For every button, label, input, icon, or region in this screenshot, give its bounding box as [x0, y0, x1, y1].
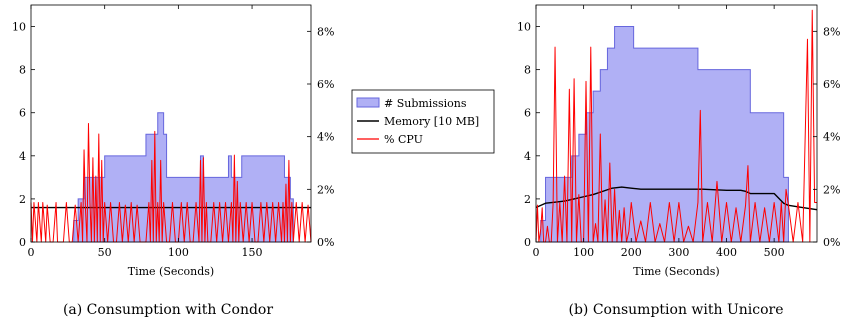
- y-left-tick-label: 6: [19, 107, 26, 120]
- memory-line-unicore: [535, 186, 818, 211]
- plot-frame-condor: [30, 4, 312, 243]
- legend-label-memory: Memory [10 MB]: [384, 115, 479, 128]
- y-right-tick-label: 4%: [823, 131, 840, 144]
- plot-frame-unicore: [535, 4, 818, 243]
- x-tick-label: 50: [98, 246, 112, 259]
- y-left-tick-label: 0: [524, 236, 531, 249]
- y-left-tick-label: 4: [524, 150, 531, 163]
- x-tick-label: 150: [242, 246, 263, 259]
- x-ticks-unicore: 0 100 200 300 400 500: [533, 5, 785, 259]
- cpu-polyline: [30, 123, 312, 243]
- y-left-tick-label: 8: [524, 64, 531, 77]
- y-left-tick-label: 2: [524, 193, 531, 206]
- legend-swatch-submissions: [356, 97, 380, 108]
- x-tick-label: 200: [621, 246, 642, 259]
- caption-condor: (a) Consumption with Condor: [63, 302, 273, 318]
- legend-label-submissions: # Submissions: [384, 97, 467, 110]
- x-tick-label: 400: [716, 246, 737, 259]
- cpu-line-condor: [30, 123, 312, 243]
- legend-label-cpu: % CPU: [384, 133, 423, 146]
- panel-condor: 0 50 100 150 0 2 4 6 8 10 0% 2% 4% 6% 8% Time (Secon…: [12, 4, 334, 278]
- y-right-tick-label: 2%: [317, 183, 334, 196]
- y-left-tick-label: 2: [19, 193, 26, 206]
- y-right-tick-label: 0%: [317, 236, 334, 249]
- y-right-ticks-condor: 0% 2% 4% 6% 8%: [307, 25, 334, 249]
- y-left-tick-label: 8: [19, 64, 26, 77]
- x-tick-label: 500: [764, 246, 785, 259]
- legend: # Submissions Memory [10 MB] % CPU: [351, 89, 495, 154]
- y-left-tick-label: 4: [19, 150, 26, 163]
- caption-unicore: (b) Consumption with Unicore: [568, 302, 783, 318]
- panel-unicore: 0 100 200 300 400 500 0 2 4 6 8 10 0% 2% 4% 6% 8% Time…: [517, 4, 840, 278]
- y-right-tick-label: 8%: [823, 25, 840, 38]
- y-right-ticks-unicore: 0% 2% 4% 6% 8%: [813, 25, 840, 249]
- x-tick-label: 300: [668, 246, 689, 259]
- memory-polyline: [535, 186, 818, 211]
- y-left-tick-label: 10: [517, 21, 531, 34]
- x-tick-label: 100: [573, 246, 594, 259]
- x-tick-label: 0: [28, 246, 35, 259]
- x-axis-label-condor: Time (Seconds): [128, 265, 214, 278]
- y-left-ticks-condor: 0 2 4 6 8 10: [12, 21, 35, 249]
- x-ticks-condor: 0 50 100 150: [28, 5, 263, 259]
- y-left-ticks-unicore: 0 2 4 6 8 10: [517, 21, 540, 249]
- y-right-tick-label: 8%: [317, 25, 334, 38]
- x-tick-label: 100: [168, 246, 189, 259]
- y-left-tick-label: 10: [12, 21, 26, 34]
- y-left-tick-label: 0: [19, 236, 26, 249]
- x-tick-label: 0: [533, 246, 540, 259]
- y-right-tick-label: 0%: [823, 236, 840, 249]
- y-right-tick-label: 4%: [317, 131, 334, 144]
- y-right-tick-label: 2%: [823, 183, 840, 196]
- y-right-tick-label: 6%: [823, 78, 840, 91]
- y-right-tick-label: 6%: [317, 78, 334, 91]
- x-axis-label-unicore: Time (Seconds): [633, 265, 719, 278]
- y-left-tick-label: 6: [524, 107, 531, 120]
